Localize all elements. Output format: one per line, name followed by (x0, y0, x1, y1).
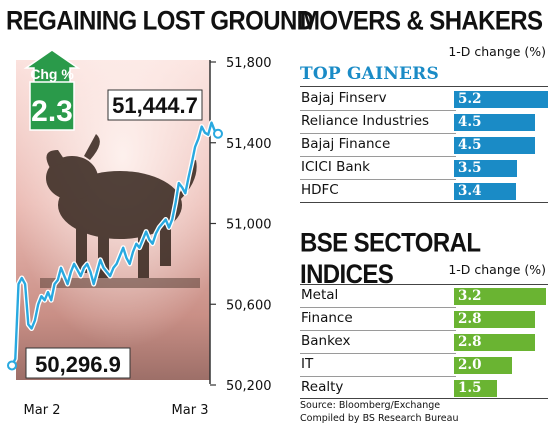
sector-row: Finance 2.8 (300, 308, 548, 330)
sector-row: Realty 1.5 (300, 377, 548, 399)
start-value-callout: 50,296.9 (25, 347, 131, 379)
end-value-label: 51,444.7 (112, 93, 198, 118)
gainer-row-separator (300, 156, 456, 157)
sector-row-name: Realty (301, 379, 344, 395)
sector-row-bar: 2.8 (454, 334, 535, 351)
gainers-change-header: 1-D change (%) (448, 44, 546, 59)
start-point-marker (7, 360, 17, 371)
y-tick-label: 51,400 (226, 137, 272, 152)
sector-row-separator (300, 376, 456, 377)
sector-row-separator (300, 330, 456, 331)
end-value-callout: 51,444.7 (107, 89, 203, 121)
gainer-row-separator (300, 133, 456, 134)
sector-row-name: IT (301, 356, 314, 372)
gainer-row-value: 4.5 (458, 137, 482, 153)
gainer-row: HDFC 3.4 (300, 180, 548, 202)
y-tick-label: 51,800 (226, 56, 272, 71)
sector-row-name: Metal (301, 287, 339, 303)
sector-row-bar: 3.2 (454, 288, 546, 305)
gainer-row-value: 3.4 (458, 183, 482, 199)
gainer-row: Bajaj Finserv 5.2 (300, 88, 548, 110)
sector-row: Metal 3.2 (300, 285, 548, 307)
change-badge-value: 2.3 (31, 95, 73, 128)
top-gainers-label: TOP GAINERS (300, 64, 439, 84)
y-tick-label: 50,600 (226, 298, 272, 313)
sector-row-separator (300, 353, 456, 354)
change-badge-label: Chg % (30, 66, 74, 82)
end-point-marker (213, 128, 223, 139)
sector-row-value: 2.8 (458, 334, 482, 350)
sector-row: IT 2.0 (300, 354, 548, 376)
gainer-row-bar: 4.5 (454, 114, 536, 131)
y-tick-label: 51,000 (226, 218, 272, 233)
gainer-row: ICICI Bank 3.5 (300, 157, 548, 179)
sectors-top-rule (300, 284, 548, 285)
gainers-bottom-rule (300, 202, 548, 203)
gainer-row-value: 5.2 (458, 91, 482, 107)
x-axis-ticks: Mar 2 Mar 3 (24, 403, 209, 418)
sector-row-name: Bankex (301, 333, 351, 349)
sector-row-value: 3.2 (458, 288, 482, 304)
gainer-row-name: ICICI Bank (301, 159, 370, 175)
sector-row-value: 2.8 (458, 311, 482, 327)
up-arrow-icon (23, 49, 81, 85)
bse-sectoral-title: BSE SECTORAL INDICES (300, 228, 481, 290)
bull-pedestal (40, 278, 200, 288)
gainer-row-separator (300, 110, 456, 111)
sector-row: Bankex 2.8 (300, 331, 548, 353)
x-tick-label: Mar 2 (24, 403, 61, 418)
y-axis-ticks: 51,800 51,400 51,000 50,600 50,200 (210, 56, 272, 394)
gainer-row-bar: 5.2 (454, 91, 548, 108)
sector-row-bar: 2.8 (454, 311, 535, 328)
gainer-row-name: Bajaj Finance (301, 136, 391, 152)
source-line: Source: Bloomberg/Exchange (300, 400, 441, 411)
left-chart-title: REGAINING LOST GROUND (6, 6, 314, 37)
sector-row-bar: 2.0 (454, 357, 512, 374)
x-tick-label: Mar 3 (172, 403, 209, 418)
gainer-row-bar: 3.4 (454, 183, 516, 200)
gainer-row-name: Reliance Industries (301, 113, 430, 129)
gainer-row-value: 3.5 (458, 160, 482, 176)
y-tick-label: 50,200 (226, 379, 272, 394)
change-badge: Chg % 2.3 (23, 49, 81, 131)
movers-shakers-title: MOVERS & SHAKERS (300, 6, 543, 37)
series-line (10, 121, 219, 366)
change-badge-box (29, 81, 75, 131)
sector-row-value: 1.5 (458, 380, 482, 396)
sector-row-separator (300, 307, 456, 308)
gainer-row-separator (300, 179, 456, 180)
bull-figure (46, 134, 197, 278)
gainer-row-bar: 4.5 (454, 137, 536, 154)
sector-row-value: 2.0 (458, 357, 482, 373)
sector-row-bar: 1.5 (454, 380, 498, 397)
gainer-row-bar: 3.5 (454, 160, 518, 177)
gainers-top-rule (300, 86, 548, 87)
sectors-change-header: 1-D change (%) (448, 262, 546, 277)
start-value-label: 50,296.9 (35, 352, 121, 377)
gainer-row-name: Bajaj Finserv (301, 90, 387, 106)
gainer-row: Bajaj Finance 4.5 (300, 134, 548, 156)
compiled-by-line: Compiled by BS Research Bureau (300, 413, 459, 424)
sectors-bottom-rule (300, 398, 548, 399)
sector-row-name: Finance (301, 310, 353, 326)
gainer-row-name: HDFC (301, 182, 339, 198)
gainer-row-value: 4.5 (458, 114, 482, 130)
gainer-row: Reliance Industries 4.5 (300, 111, 548, 133)
